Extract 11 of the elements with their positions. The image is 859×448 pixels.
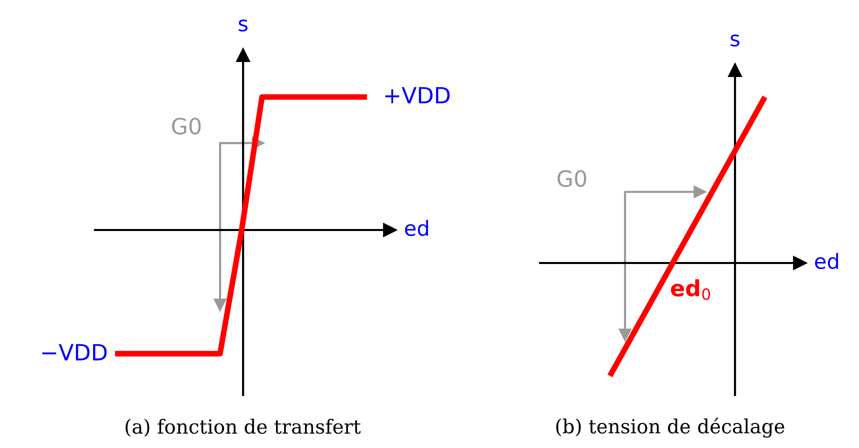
x-axis-title: ed xyxy=(815,252,838,270)
y-axis-title: s xyxy=(730,34,740,47)
annotation: +VDD xyxy=(385,87,450,104)
text: (a) fonction de transfert xyxy=(126,418,361,437)
x-axis-title: ed xyxy=(405,220,428,236)
y-axis-title: s xyxy=(238,20,248,32)
annotation: G0 xyxy=(172,118,201,135)
text: (b) tension de décalage xyxy=(556,418,784,438)
annotation: −VDD xyxy=(42,344,107,360)
annotation: ed$_{0}$ xyxy=(670,279,710,300)
annotation: G0 xyxy=(558,170,586,187)
